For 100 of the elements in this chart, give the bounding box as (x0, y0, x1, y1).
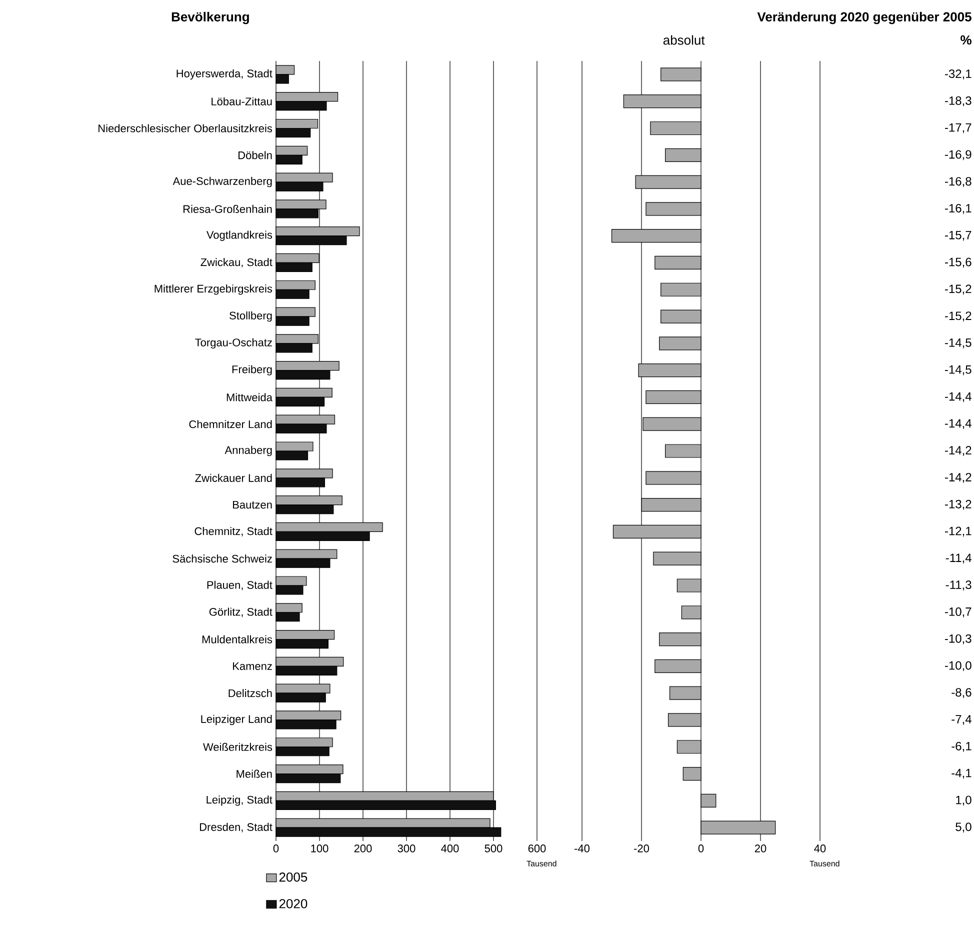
data-label: -32,1 (944, 70, 972, 80)
x-tick-label: 400 (441, 844, 459, 852)
bar (611, 229, 702, 243)
data-label: -18,3 (944, 96, 972, 106)
y-tick-label: Annaberg (224, 446, 272, 456)
y-tick-label: Chemnitzer Land (189, 420, 272, 428)
data-label: -15,7 (944, 230, 972, 241)
bar (668, 713, 702, 727)
bar (654, 256, 702, 270)
x-axis-title: Tausend (810, 860, 840, 866)
data-label: -14,4 (944, 419, 972, 430)
data-label: -11,3 (946, 580, 972, 590)
bar (659, 632, 702, 646)
bar (650, 121, 702, 136)
data-label: -10,7 (944, 607, 972, 618)
y-tick-label: Delitzsch (228, 689, 272, 698)
data-label: -14,5 (944, 338, 972, 348)
y-tick-label: Stollberg (230, 311, 272, 322)
chart-subtitle: absolut (663, 35, 705, 45)
bar (665, 444, 702, 458)
data-label: -13,2 (944, 500, 972, 510)
text: % (960, 35, 972, 45)
bar (660, 310, 702, 324)
data-label: -14,2 (944, 472, 972, 483)
y-tick-label: Muldentalkreis (202, 635, 272, 644)
y-tick-label: Bautzen (233, 500, 272, 509)
bar (646, 202, 702, 216)
bar (638, 364, 702, 378)
x-tick-label: 40 (814, 844, 826, 852)
x-tick-label: 200 (354, 844, 372, 852)
data-label: -14,2 (944, 446, 972, 456)
bar (653, 552, 702, 566)
data-label: -8,6 (952, 688, 972, 698)
y-tick-label: Torgau-Oschatz (195, 338, 272, 349)
x-tick-label: 300 (398, 844, 416, 852)
y-tick-label: Vogtlandkreis (206, 230, 272, 241)
bar (641, 498, 702, 512)
bar (681, 606, 702, 620)
data-label: -14,4 (944, 392, 972, 402)
bar (642, 417, 702, 431)
y-tick-label: Dresden, Stadt (200, 822, 272, 832)
bar (612, 524, 702, 538)
y-tick-label: Zwickauer Land (195, 474, 272, 482)
bar (659, 336, 702, 350)
y-tick-label: Freiberg (232, 365, 272, 376)
x-tick-label: -40 (574, 844, 590, 852)
y-tick-label: Zwickau, Stadt (200, 258, 272, 268)
data-label: -16,9 (944, 150, 972, 160)
y-tick-label: Leipziger Land (201, 714, 272, 726)
y-tick-label: Kamenz (233, 662, 272, 670)
y-tick-label: Mittweida (226, 393, 272, 402)
bar (646, 390, 702, 404)
bar (660, 282, 702, 296)
data-label: -12,1 (944, 526, 972, 537)
x-tick-label: 100 (311, 844, 328, 852)
bar (700, 794, 716, 808)
x-tick-label: 0 (698, 844, 704, 852)
y-tick-label: Plauen, Stadt (207, 580, 272, 590)
x-tick-label: 20 (754, 844, 766, 852)
y-tick-label: Weißeritzkreis (203, 742, 272, 751)
bar (635, 175, 702, 189)
bar (669, 686, 702, 700)
data-label: -15,2 (944, 312, 972, 322)
text: Veränderung 2020 gegenüber 2005 (757, 12, 972, 24)
data-label: -4,1 (952, 768, 972, 779)
bar (682, 766, 702, 781)
y-tick-label: Meißen (236, 770, 272, 778)
data-label: -6,1 (952, 742, 972, 752)
data-label: -17,7 (944, 123, 972, 134)
bar (700, 820, 776, 834)
bar (676, 740, 702, 754)
x-tick-label: 600 (528, 844, 546, 852)
y-tick-label: Döbeln (238, 151, 272, 160)
x-tick-label: 500 (484, 844, 502, 852)
x-tick-label: -20 (634, 844, 650, 852)
bar (623, 94, 702, 108)
y-tick-label: Leipzig, Stadt (206, 796, 272, 806)
data-label: -15,2 (944, 284, 972, 295)
bar (646, 471, 702, 485)
y-tick-label: Mittlerer Erzgebirgskreis (154, 284, 272, 295)
y-tick-label: Sächsische Schweiz (172, 554, 272, 563)
data-label: 1,0 (956, 796, 972, 806)
bar (676, 578, 702, 592)
y-tick-label: Niederschlesischer Oberlausitzkreis (98, 124, 272, 132)
bar (665, 148, 702, 162)
y-tick-label: Hoyerswerda, Stadt (176, 69, 272, 80)
legend-label: 2005 (279, 872, 308, 882)
bar (660, 68, 702, 82)
x-axis-title: Tausend (526, 860, 556, 866)
y-tick-label: Aue-Schwarzenberg (172, 176, 272, 188)
data-label: -10,3 (944, 634, 972, 644)
data-label: -16,8 (944, 177, 972, 187)
data-label: -10,0 (944, 661, 972, 672)
y-tick-label: Chemnitz, Stadt (194, 527, 272, 536)
data-label: -15,6 (944, 258, 972, 268)
data-label: -14,5 (944, 365, 972, 376)
data-label: -11,4 (946, 554, 972, 564)
bar (654, 659, 702, 673)
data-label: -16,1 (944, 204, 972, 214)
data-label: 5,0 (956, 822, 972, 833)
